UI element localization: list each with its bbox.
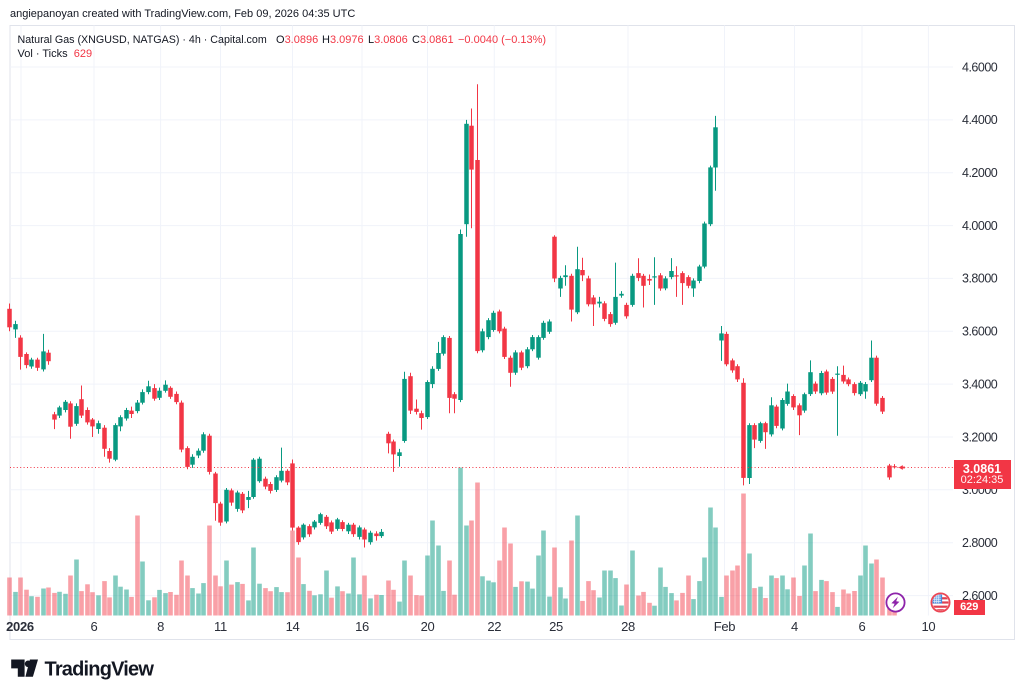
- svg-text:4.4000: 4.4000: [962, 113, 998, 127]
- svg-text:4.6000: 4.6000: [962, 60, 998, 74]
- svg-text:TradingView: TradingView: [45, 659, 155, 681]
- svg-text:11: 11: [214, 619, 227, 634]
- svg-text:4.0000: 4.0000: [962, 219, 998, 233]
- svg-text:14: 14: [286, 619, 300, 634]
- svg-text:6: 6: [91, 619, 98, 634]
- svg-text:16: 16: [355, 619, 369, 634]
- svg-text:2.6000: 2.6000: [962, 589, 998, 603]
- svg-text:3.2000: 3.2000: [962, 430, 998, 444]
- svg-text:4.2000: 4.2000: [962, 166, 998, 180]
- svg-text:Feb: Feb: [714, 619, 736, 634]
- svg-text:6: 6: [859, 619, 866, 634]
- svg-text:3.6000: 3.6000: [962, 325, 998, 339]
- svg-text:20: 20: [421, 619, 435, 634]
- svg-text:3.4000: 3.4000: [962, 377, 998, 391]
- svg-text:10: 10: [921, 619, 935, 634]
- svg-text:28: 28: [621, 619, 635, 634]
- svg-text:22: 22: [487, 619, 501, 634]
- svg-text:8: 8: [157, 619, 164, 634]
- svg-text:4: 4: [791, 619, 798, 634]
- svg-text:25: 25: [549, 619, 563, 634]
- svg-text:2026: 2026: [6, 619, 34, 634]
- svg-text:3.8000: 3.8000: [962, 272, 998, 286]
- svg-text:2.8000: 2.8000: [962, 536, 998, 550]
